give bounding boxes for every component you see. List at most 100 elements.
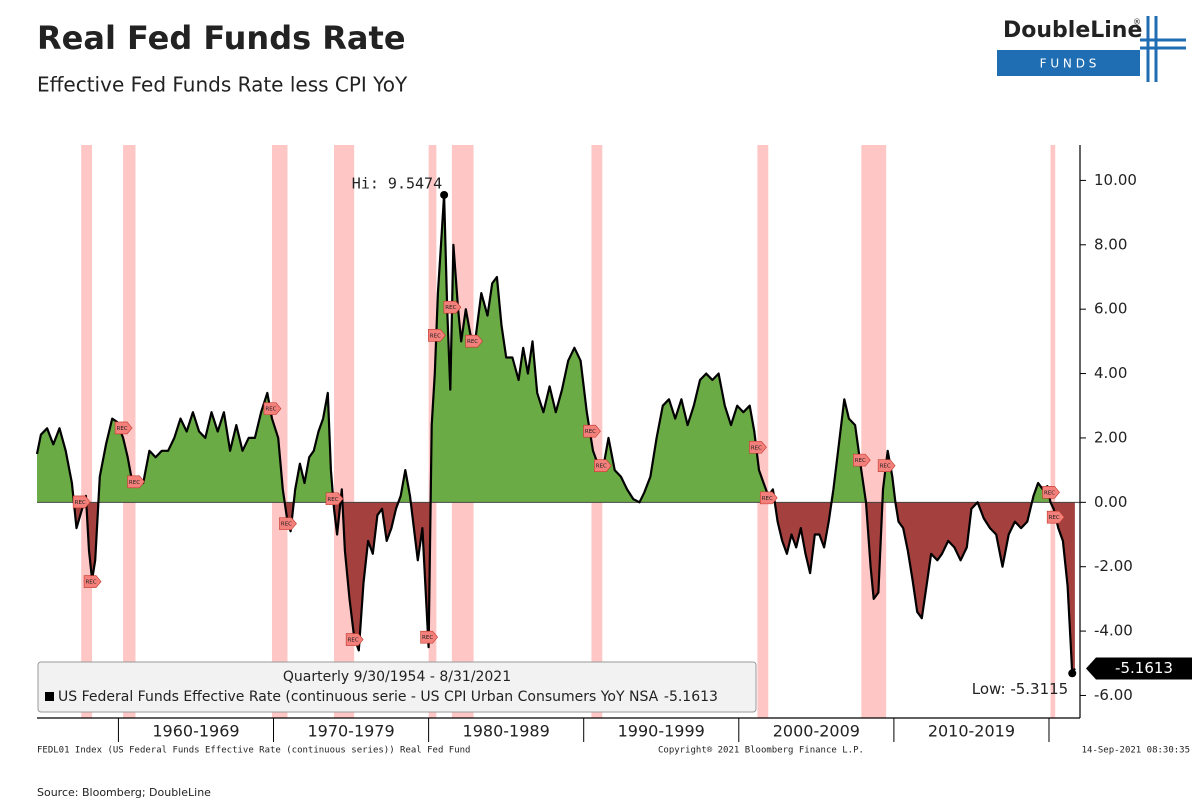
rec-label: REC: [445, 305, 456, 311]
rec-label: REC: [348, 638, 359, 644]
rec-flag: [583, 424, 601, 438]
y-tick-label: 0.00: [1094, 493, 1127, 511]
y-tick-label: 2.00: [1094, 428, 1127, 446]
rec-flag: [114, 421, 133, 435]
x-band-label: 1960-1969: [152, 722, 239, 741]
rec-label: REC: [751, 445, 762, 451]
recession-band: [1050, 145, 1056, 718]
rec-flag: [127, 475, 145, 489]
footer-copyright: Copyright® 2021 Bloomberg Finance L.P.: [658, 746, 864, 756]
legend-name: US Federal Funds Effective Rate (continu…: [58, 689, 659, 705]
rec-marker: REC: [263, 402, 282, 415]
x-band-label: 2010-2019: [928, 722, 1015, 741]
x-band-label: 1970-1979: [307, 722, 394, 741]
series-line: [35, 193, 1076, 675]
rec-label: REC: [75, 500, 86, 506]
y-tick-label: -2.00: [1094, 557, 1133, 575]
rec-label: REC: [265, 407, 276, 413]
rec-marker: REC: [127, 475, 145, 489]
rec-marker: REC: [583, 424, 601, 438]
recession-band: [81, 145, 93, 718]
rec-label: REC: [855, 458, 866, 464]
legend-box: [37, 661, 757, 713]
negative-area: [73, 502, 1075, 674]
rec-marker: REC: [594, 459, 612, 472]
y-tick-label: 10.00: [1094, 171, 1137, 189]
recession-band: [334, 145, 355, 718]
rec-label: REC: [430, 333, 441, 339]
rec-flag: [877, 459, 896, 472]
annotation-label: Low: -5.3115: [972, 680, 1068, 698]
rec-flag: [428, 329, 446, 342]
rec-flag: [594, 459, 612, 472]
rec-marker: REC: [345, 633, 364, 646]
rec-marker: REC: [114, 421, 133, 435]
recession-band: [757, 145, 769, 718]
rec-flag: [325, 492, 344, 506]
logo-sub: F U N D S: [1040, 57, 1097, 71]
positive-area: [37, 195, 1075, 503]
source: Source: Bloomberg; DoubleLine: [37, 786, 211, 799]
rec-marker: REC: [83, 575, 102, 588]
rec-marker: REC: [72, 495, 91, 509]
footer-timestamp: 14-Sep-2021 08:30:35: [1082, 746, 1190, 756]
rec-label: REC: [467, 339, 478, 345]
rec-flag: [1046, 510, 1065, 524]
logo-mark: ®: [1133, 18, 1141, 27]
recession-band: [861, 145, 887, 718]
rec-label: REC: [327, 497, 338, 503]
rec-flag: [443, 300, 462, 314]
rec-marker: REC: [325, 492, 344, 506]
rec-marker: REC: [1046, 510, 1065, 524]
rec-flag: [853, 453, 871, 467]
rec-marker: REC: [749, 440, 767, 454]
rec-label: REC: [762, 496, 773, 502]
rec-marker: REC: [443, 300, 462, 314]
annotation-dot: [1068, 669, 1077, 678]
y-tick-label: -4.00: [1094, 622, 1133, 640]
rec-flag: [749, 440, 767, 454]
rec-label: REC: [1044, 490, 1055, 496]
rec-flag: [345, 633, 364, 646]
rec-label: REC: [1049, 515, 1060, 521]
logo: DoubleLine ® F U N D S: [997, 16, 1186, 82]
annotation-dot: [440, 190, 449, 199]
y-tick-label: 4.00: [1094, 364, 1127, 382]
rec-flag: [83, 575, 102, 588]
rec-flag: [263, 402, 282, 415]
rec-label: REC: [422, 635, 433, 641]
last-value-tag: [1086, 657, 1192, 680]
legend-swatch: [45, 692, 54, 701]
rec-label: REC: [596, 464, 607, 470]
subtitle: Effective Fed Funds Rate less CPI YoY: [37, 73, 408, 97]
rec-marker: REC: [877, 459, 896, 472]
annotation-label: Hi: 9.5474: [352, 174, 442, 192]
legend-value: -5.1613: [664, 689, 718, 705]
rec-label: REC: [880, 464, 891, 470]
rec-flag: [1042, 486, 1060, 499]
rec-marker: REC: [1042, 486, 1060, 499]
rec-flag: [420, 630, 439, 644]
rec-label: REC: [117, 426, 128, 432]
rec-marker: REC: [759, 491, 778, 505]
y-tick-label: -6.00: [1094, 686, 1133, 704]
rec-label: REC: [281, 522, 292, 528]
rec-flag: [465, 334, 483, 348]
x-band-label: 1990-1999: [618, 722, 705, 741]
legend-title: Quarterly 9/30/1954 - 8/31/2021: [283, 669, 511, 685]
rec-marker: REC: [853, 453, 871, 467]
legend-entry: US Federal Funds Effective Rate (continu…: [58, 689, 718, 705]
rec-flag: [279, 517, 297, 530]
rec-marker: REC: [420, 630, 439, 644]
footer-index: FEDL01 Index (US Federal Funds Effective…: [37, 746, 470, 756]
rec-marker: REC: [279, 517, 297, 530]
y-tick-label: 6.00: [1094, 300, 1127, 318]
rec-marker: REC: [428, 329, 446, 342]
rec-label: REC: [85, 580, 96, 586]
logo-box: [997, 50, 1140, 76]
x-band-label: 1980-1989: [463, 722, 550, 741]
rec-flag: [72, 495, 91, 509]
recession-band: [271, 145, 288, 718]
logo-name: DoubleLine: [1003, 18, 1142, 43]
